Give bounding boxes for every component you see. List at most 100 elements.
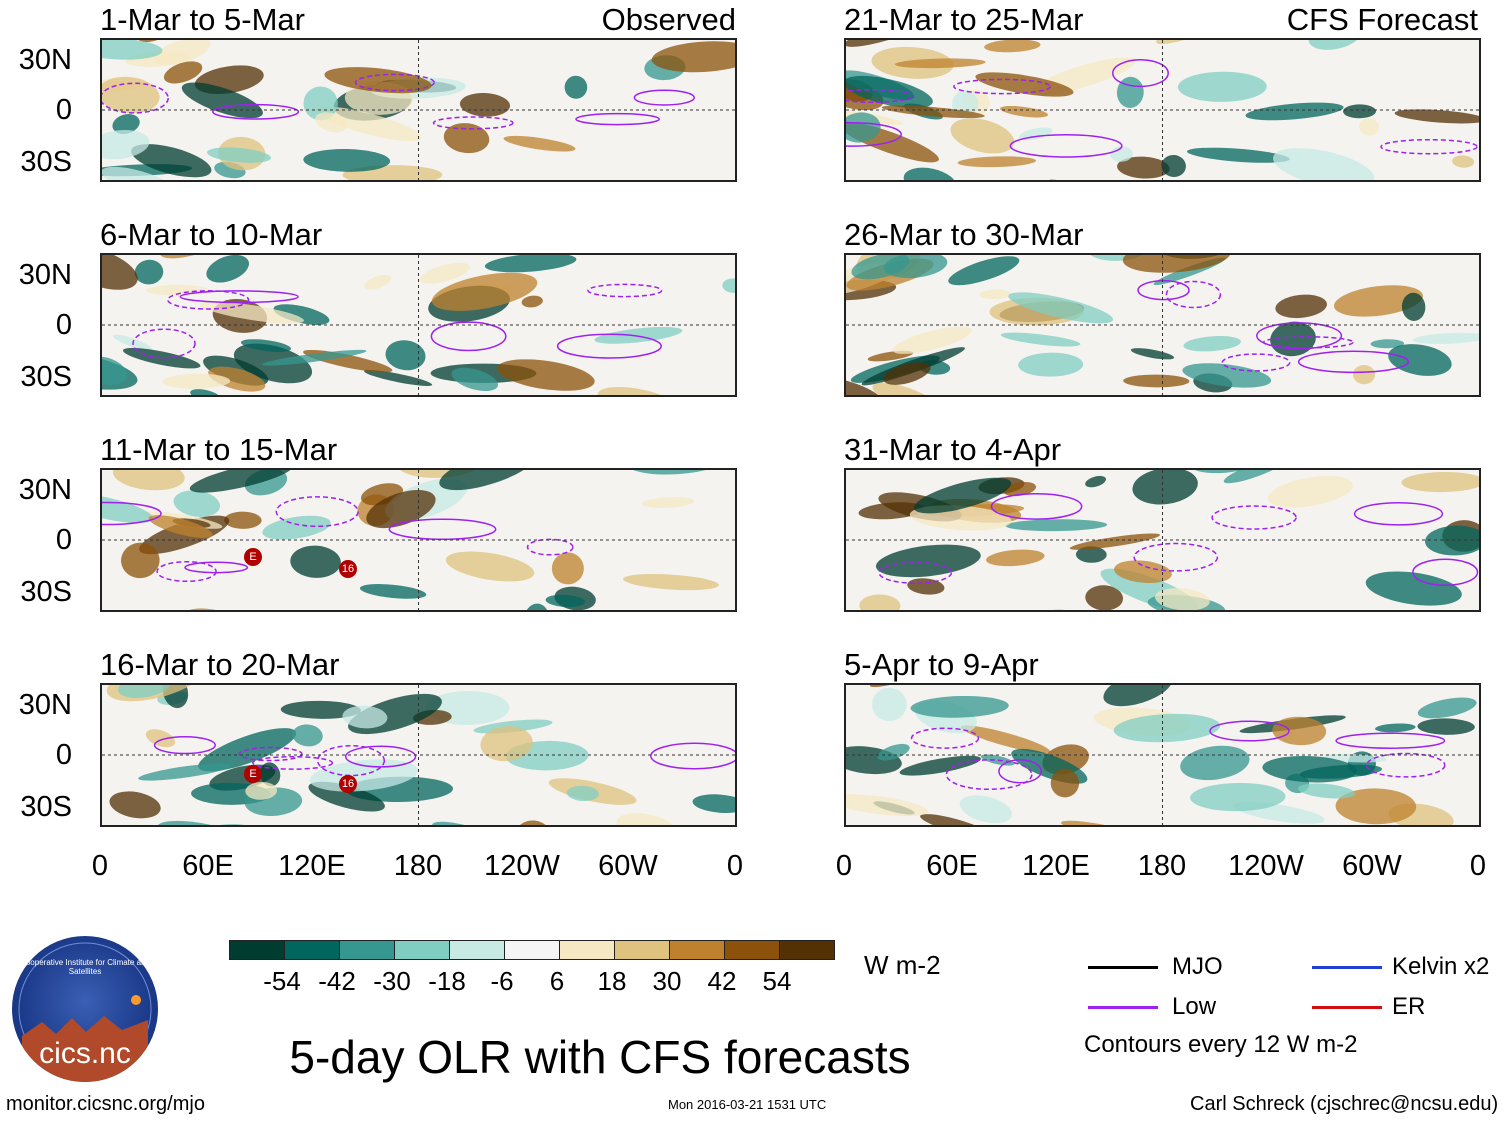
contour-low xyxy=(275,496,359,528)
contour-low xyxy=(556,333,662,359)
panel-title-4: 16-Mar to 20-Mar xyxy=(100,647,340,682)
colorbar-tick: -42 xyxy=(318,966,356,996)
olr-anomaly-blob xyxy=(950,118,1015,154)
map-panel-5 xyxy=(844,38,1481,182)
olr-anomaly-blob xyxy=(303,148,391,172)
panel-title-3: 11-Mar to 15-Mar xyxy=(100,432,338,467)
olr-anomaly-blob xyxy=(162,373,231,389)
olr-anomaly-blob xyxy=(112,470,185,491)
colorbar-cell xyxy=(724,940,780,960)
olr-anomaly-blob xyxy=(894,58,986,69)
olr-anomaly-blob xyxy=(545,594,586,608)
olr-anomaly-blob xyxy=(846,75,933,109)
legend-line-er xyxy=(1312,1006,1382,1009)
olr-anomaly-blob xyxy=(1130,348,1175,360)
footer-url[interactable]: monitor.cicsnc.org/mjo xyxy=(6,1093,205,1115)
olr-anomaly-blob xyxy=(1262,755,1357,783)
olr-anomaly-blob xyxy=(148,515,213,538)
olr-anomaly-blob xyxy=(359,584,427,599)
ytick-0: 0 xyxy=(55,309,72,341)
contour-low xyxy=(1133,542,1219,572)
olr-anomaly-blob xyxy=(1123,374,1190,388)
contour-low xyxy=(953,78,1052,95)
olr-anomaly-blob xyxy=(134,259,164,285)
olr-anomaly-blob xyxy=(616,813,677,825)
ytick-0: 0 xyxy=(55,739,72,771)
olr-anomaly-blob xyxy=(907,578,945,595)
olr-anomaly-blob xyxy=(1417,697,1477,719)
olr-anomaly-blob xyxy=(564,75,588,99)
olr-anomaly-blob xyxy=(1005,519,1108,532)
footer-timestamp: Mon 2016-03-21 1531 UTC xyxy=(668,1097,827,1112)
contour-low xyxy=(252,755,334,770)
ytick-30s: 30S xyxy=(20,576,72,608)
olr-anomaly-blob xyxy=(1365,571,1462,606)
colorbar-tick: -54 xyxy=(263,966,301,996)
map-panel-1 xyxy=(100,38,737,182)
olr-anomaly-blob xyxy=(979,289,1012,300)
olr-anomaly-blob xyxy=(245,781,278,800)
xtick-0: 0 xyxy=(835,850,853,882)
panel-title-7: 31-Mar to 4-Apr xyxy=(844,432,1062,467)
contour-low xyxy=(945,759,1033,791)
olr-anomaly-blob xyxy=(315,112,348,133)
contour-low xyxy=(1412,558,1479,586)
contour-low xyxy=(1221,353,1291,372)
olr-anomaly-blob xyxy=(513,820,553,825)
olr-anomaly-blob xyxy=(102,356,128,386)
storm-marker: E xyxy=(244,765,262,783)
olr-anomaly-blob xyxy=(459,92,511,117)
storm-marker: E xyxy=(244,548,262,566)
olr-anomaly-blob xyxy=(1298,783,1356,799)
olr-anomaly-blob xyxy=(1060,820,1131,825)
olr-anomaly-blob xyxy=(1085,475,1107,488)
xtick-0-end: 0 xyxy=(1469,850,1487,882)
contour-low xyxy=(1137,280,1190,301)
olr-anomaly-blob xyxy=(625,470,730,475)
olr-anomaly-blob xyxy=(623,573,719,591)
olr-anomaly-blob xyxy=(1122,255,1231,273)
olr-anomaly-blob xyxy=(208,366,266,392)
contour-low xyxy=(575,112,660,126)
olr-anomaly-blob xyxy=(1275,294,1327,319)
panel-title-5: 21-Mar to 25-Mar xyxy=(844,2,1084,37)
storm-marker: 16 xyxy=(339,775,357,793)
ytick-30n: 30N xyxy=(18,474,72,506)
contour-low xyxy=(846,88,913,104)
colorbar-tick: -30 xyxy=(373,966,411,996)
olr-anomaly-blob xyxy=(1183,336,1241,352)
contour-low xyxy=(650,742,735,770)
contour-low xyxy=(587,283,663,298)
olr-anomaly-blob xyxy=(883,362,931,385)
olr-anomaly-blob xyxy=(1401,471,1479,493)
olr-anomaly-blob xyxy=(445,551,535,582)
contour-low xyxy=(1209,720,1290,742)
xtick-60w: 60W xyxy=(1342,850,1402,882)
olr-anomaly-blob xyxy=(1075,546,1107,563)
observed-label: Observed xyxy=(601,2,736,37)
contour-low xyxy=(1297,350,1410,374)
olr-anomaly-blob xyxy=(975,72,1074,97)
olr-anomaly-blob xyxy=(1161,154,1186,177)
olr-anomaly-blob xyxy=(1267,476,1353,508)
map-panel-8 xyxy=(844,683,1481,827)
olr-anomaly-blob xyxy=(984,40,1041,53)
olr-anomaly-blob xyxy=(1370,339,1405,349)
olr-anomaly-blob xyxy=(1117,156,1170,179)
colorbar-unit: W m-2 xyxy=(864,950,941,980)
olr-anomaly-blob xyxy=(181,608,265,610)
olr-anomaly-blob xyxy=(859,594,901,610)
olr-anomaly-blob xyxy=(1272,148,1375,180)
olr-anomaly-blob xyxy=(324,67,432,94)
colorbar-cell xyxy=(669,940,725,960)
contour-low xyxy=(1335,732,1446,749)
ytick-0: 0 xyxy=(55,94,72,126)
olr-map xyxy=(102,470,735,610)
olr-anomaly-blob xyxy=(875,544,981,578)
legend-line-mjo xyxy=(1088,966,1158,969)
olr-anomaly-blob xyxy=(102,130,150,160)
contour-low xyxy=(238,746,303,762)
olr-anomaly-blob xyxy=(273,304,330,325)
cics-logo: cics.nc Cooperative Institute for Climat… xyxy=(12,936,158,1082)
contour-low xyxy=(998,759,1043,784)
